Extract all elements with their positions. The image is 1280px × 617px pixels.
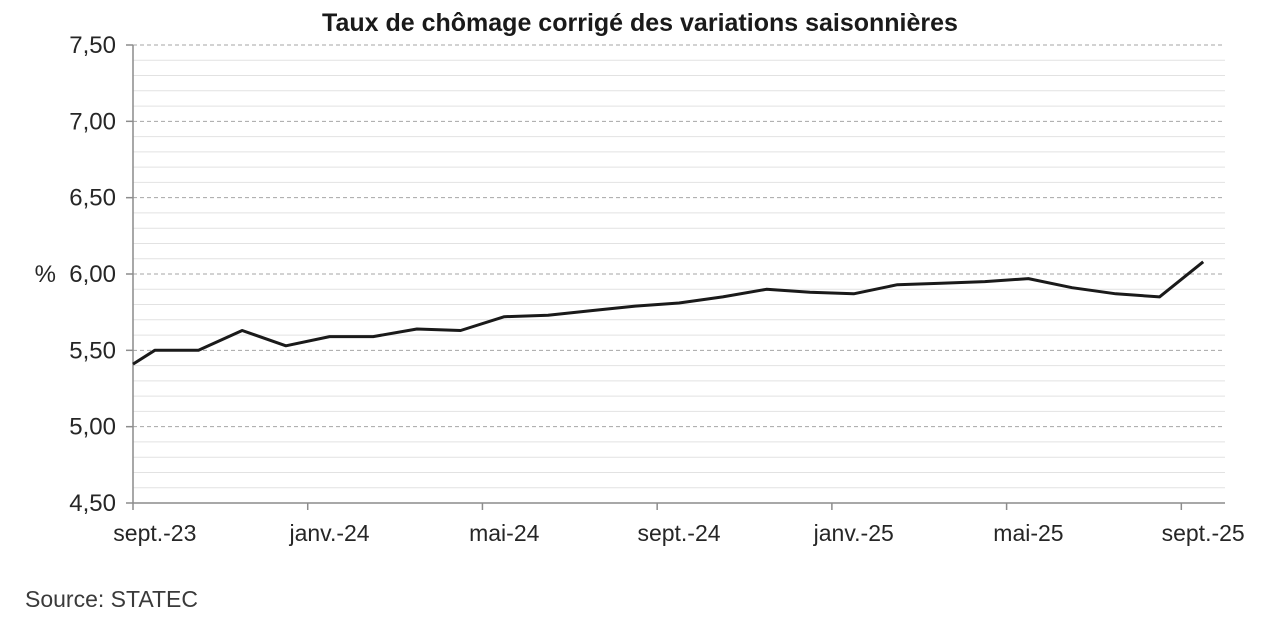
x-tick-label: mai-24 bbox=[469, 520, 540, 546]
y-tick-label: 5,50 bbox=[69, 337, 116, 364]
x-tick-label: janv.-25 bbox=[813, 520, 894, 546]
axes bbox=[126, 44, 1225, 510]
source-note: Source: STATEC bbox=[25, 586, 198, 612]
major-gridlines bbox=[133, 44, 1225, 428]
x-tick-label: mai-25 bbox=[993, 520, 1063, 546]
x-tick-label: sept.-23 bbox=[113, 520, 196, 546]
x-tick-label: janv.-24 bbox=[288, 520, 369, 546]
y-tick-label: 6,00 bbox=[69, 261, 116, 288]
x-tick-label: sept.-25 bbox=[1162, 520, 1245, 546]
y-tick-label: 6,50 bbox=[69, 185, 116, 212]
y-tick-label: 7,00 bbox=[69, 108, 116, 135]
y-tick-label: 4,50 bbox=[69, 490, 116, 517]
minor-gridlines bbox=[133, 59, 1225, 489]
x-axis-labels: sept.-23 janv.-24 mai-24 sept.-24 janv.-25 ma… bbox=[113, 520, 1244, 546]
chart-title: Taux de chômage corrigé des variations s… bbox=[322, 9, 958, 37]
series-line-taux-de-chomage bbox=[132, 260, 1205, 366]
y-tick-label: 7,50 bbox=[69, 32, 116, 59]
y-axis-unit-label: % bbox=[35, 261, 56, 288]
x-tick-label: sept.-24 bbox=[637, 520, 720, 546]
y-tick-label: 5,00 bbox=[69, 414, 116, 441]
series bbox=[132, 260, 1205, 366]
y-axis-labels: 7,50 7,00 6,50 6,00 5,50 5,00 4,50% bbox=[35, 32, 116, 517]
